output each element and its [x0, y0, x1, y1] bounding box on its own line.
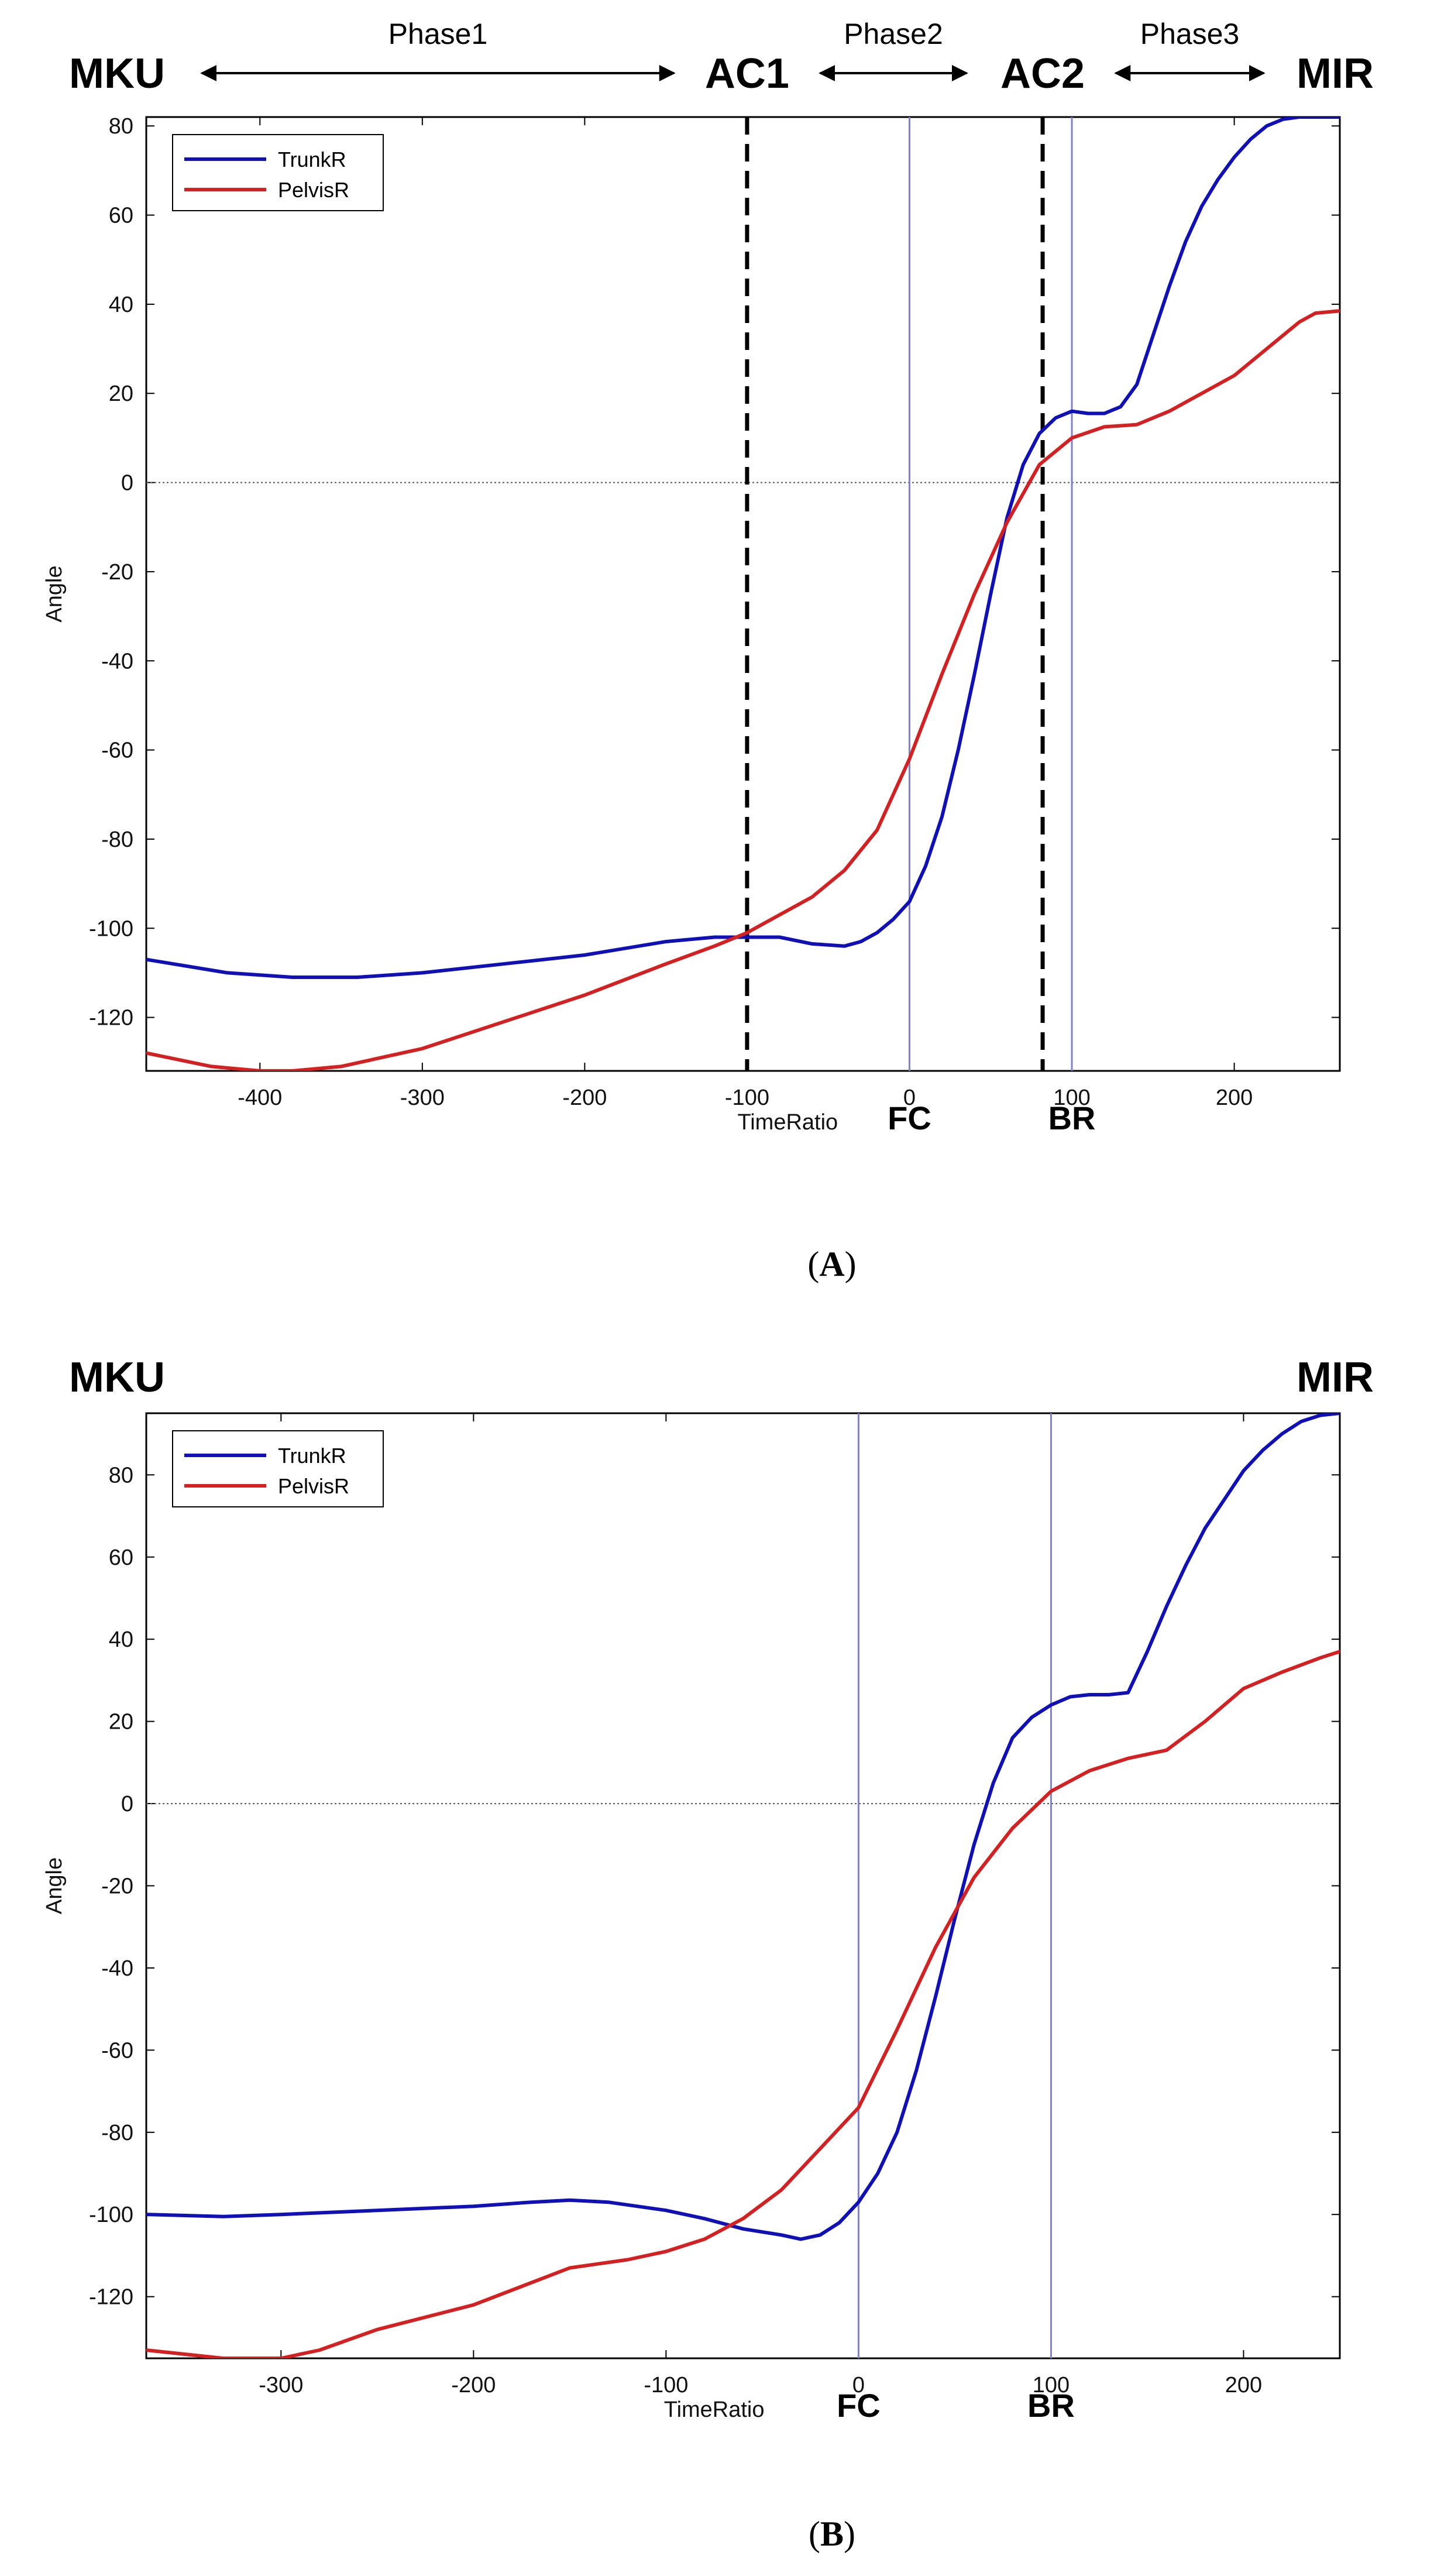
panel-caption-letter: A: [819, 1245, 844, 1283]
series-line-trunkr: [146, 117, 1340, 979]
phase3-label: Phase3: [1140, 18, 1240, 50]
x-tick-label: -200: [451, 2373, 496, 2398]
x-axis-label: TimeRatio: [664, 2398, 765, 2422]
label-mir: MIR: [1297, 50, 1374, 97]
y-tick-label: -120: [89, 1006, 133, 1031]
y-tick-label: 40: [109, 293, 133, 317]
x-axis-label: TimeRatio: [737, 1110, 838, 1135]
event-label-br: BR: [1048, 1100, 1096, 1136]
x-tick-label: -100: [644, 2373, 688, 2398]
x-tick-label: -300: [400, 1086, 445, 1110]
x-tick-label: 0: [903, 1086, 916, 1110]
y-tick-label: -20: [101, 560, 133, 585]
y-tick-label: -120: [89, 2285, 133, 2310]
y-tick-label: -80: [101, 827, 133, 852]
panel-caption-open: (: [809, 2515, 820, 2553]
y-tick-label: 20: [109, 1710, 133, 1734]
phase2-label: Phase2: [844, 18, 943, 50]
y-tick-label: -80: [101, 2121, 133, 2145]
panel-caption: (A): [807, 1245, 856, 1283]
series-line-trunkr: [146, 1413, 1340, 2241]
y-tick-label: 0: [121, 1792, 133, 1816]
y-tick-label: -60: [101, 739, 133, 763]
x-tick-label: 200: [1225, 2373, 1262, 2398]
legend-label-trunkr: TrunkR: [278, 1444, 346, 1468]
y-axis-label: Angle: [42, 1857, 67, 1914]
series-line-pelvisr: [146, 309, 1340, 1071]
x-tick-label: 100: [1033, 2373, 1070, 2398]
y-tick-label: -60: [101, 2038, 133, 2063]
y-axis-label: Angle: [42, 565, 67, 622]
phase1-label: Phase1: [388, 18, 488, 50]
y-tick-label: -100: [89, 916, 133, 941]
panel-caption-letter: B: [820, 2515, 844, 2553]
x-tick-label: 0: [852, 2373, 865, 2398]
plot-frame: [145, 1412, 1341, 2359]
y-tick-label: 80: [109, 114, 133, 139]
panel-caption-close: ): [845, 1245, 857, 1283]
y-tick-label: -100: [89, 2203, 133, 2227]
x-tick-label: -200: [562, 1086, 607, 1110]
x-tick-label: 100: [1053, 1086, 1090, 1110]
y-tick-label: 20: [109, 382, 133, 406]
y-tick-label: 80: [109, 1463, 133, 1488]
label-mku: MKU: [69, 50, 165, 97]
label-mku: MKU: [69, 1354, 165, 1401]
x-tick-label: -300: [259, 2373, 303, 2398]
series-group: [146, 1413, 1340, 2358]
x-tick-label: 200: [1216, 1086, 1253, 1110]
y-tick-label: -40: [101, 1956, 133, 1981]
legend-box: [172, 134, 384, 211]
y-tick-label: 40: [109, 1627, 133, 1652]
panel-caption: (B): [809, 2515, 855, 2553]
legend-box: [172, 1430, 384, 1507]
y-tick-label: 60: [109, 204, 133, 228]
y-tick-label: -40: [101, 649, 133, 674]
event-label-fc: FC: [837, 2387, 881, 2424]
legend-label-trunkr: TrunkR: [278, 147, 346, 171]
series-line-pelvisr: [146, 1650, 1340, 2358]
event-label-br: BR: [1027, 2387, 1075, 2424]
event-label-fc: FC: [888, 1100, 931, 1136]
label-mir: MIR: [1297, 1354, 1374, 1401]
legend-label-pelvisr: PelvisR: [278, 1474, 349, 1498]
panel-caption-open: (: [807, 1245, 819, 1283]
x-tick-label: -100: [725, 1086, 769, 1110]
plot-frame: [145, 116, 1341, 1072]
y-tick-label: 0: [121, 471, 133, 496]
label-ac2: AC2: [1000, 50, 1085, 97]
y-tick-label: 60: [109, 1545, 133, 1570]
label-ac1: AC1: [705, 50, 789, 97]
series-group: [146, 117, 1340, 1071]
x-tick-label: -400: [238, 1086, 282, 1110]
panel-caption-close: ): [844, 2515, 855, 2553]
y-tick-label: -20: [101, 1874, 133, 1899]
legend-label-pelvisr: PelvisR: [278, 178, 349, 202]
